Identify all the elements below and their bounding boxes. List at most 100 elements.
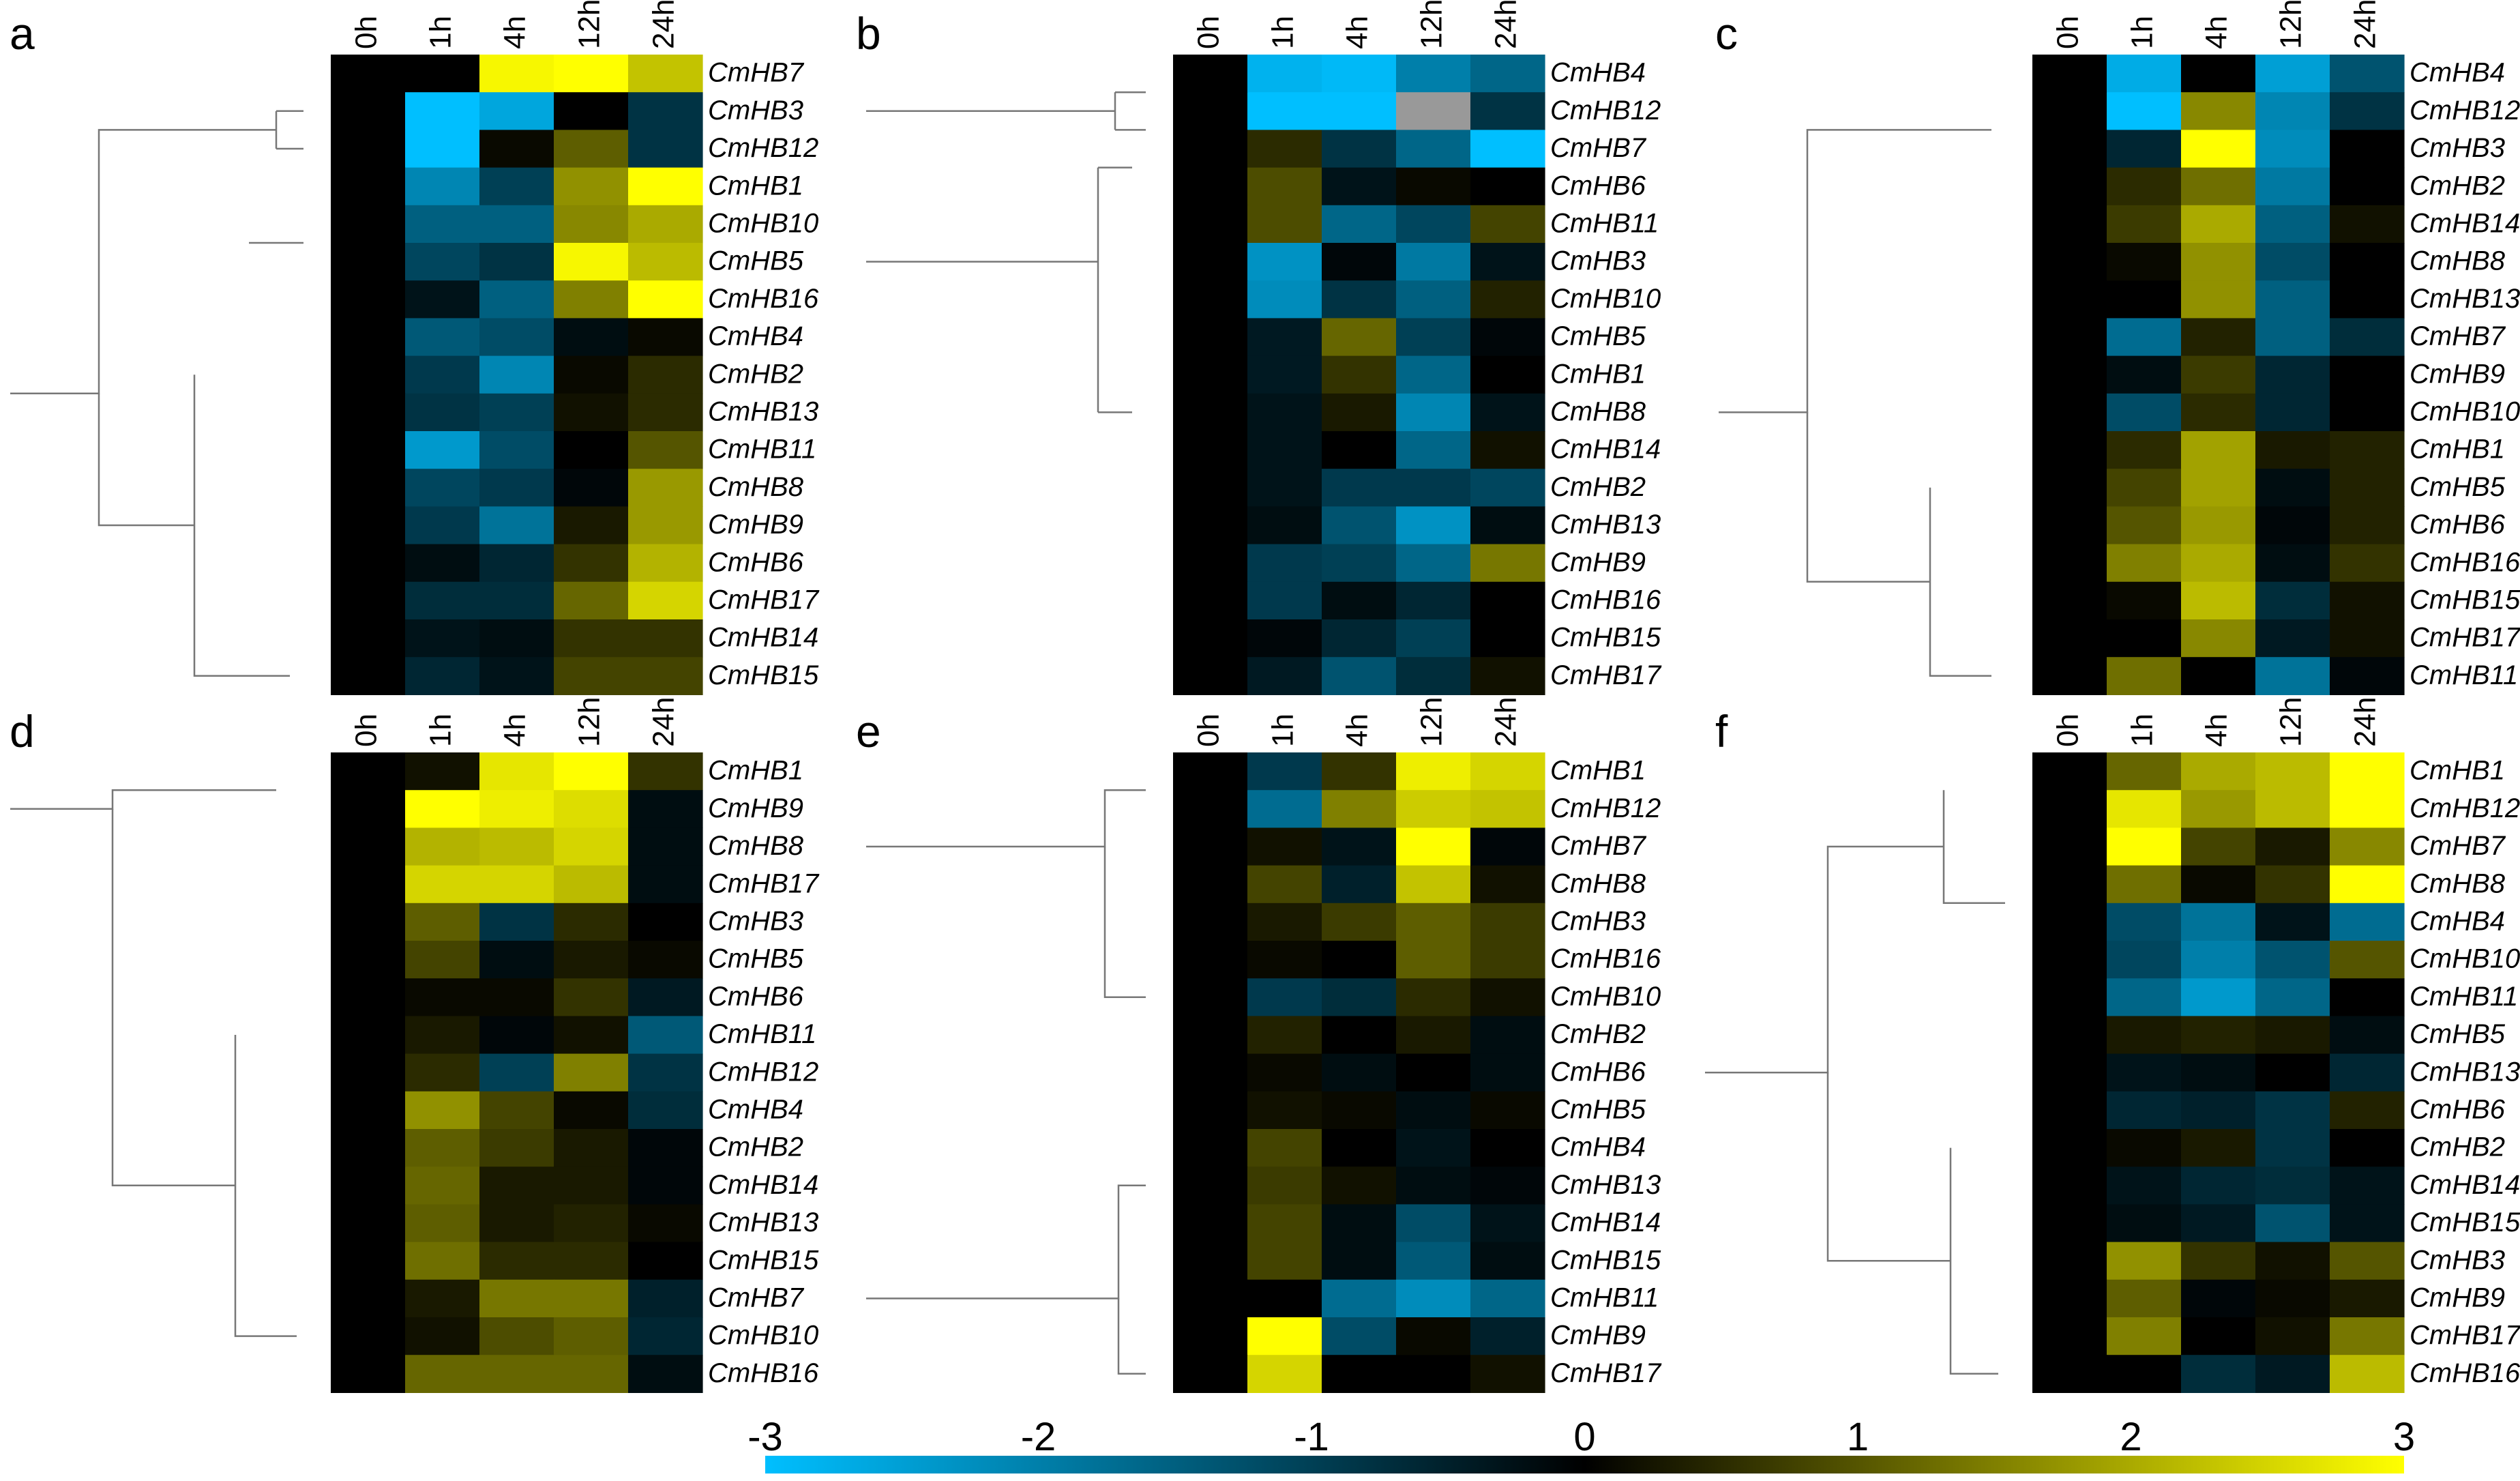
row-label: CmHB9 bbox=[2410, 359, 2505, 389]
heatmap-cell bbox=[1396, 167, 1471, 206]
heatmap-cell bbox=[405, 469, 480, 507]
heatmap-cell bbox=[1173, 978, 1248, 1016]
heatmap-cell bbox=[331, 280, 406, 319]
heatmap-cell bbox=[1396, 978, 1471, 1016]
heatmap-cell bbox=[554, 1279, 629, 1318]
row-label: CmHB9 bbox=[708, 510, 803, 540]
heatmap-cell bbox=[1470, 130, 1545, 168]
heatmap-cell bbox=[1173, 544, 1248, 583]
heatmap-cell bbox=[1470, 827, 1545, 866]
heatmap-cell bbox=[331, 431, 406, 469]
heatmap-cell bbox=[479, 393, 554, 432]
row-label: CmHB17 bbox=[2410, 623, 2520, 653]
heatmap-cell bbox=[405, 506, 480, 545]
heatmap-cell bbox=[331, 1317, 406, 1355]
row-label: CmHB15 bbox=[1550, 623, 1661, 653]
heatmap-cell bbox=[479, 506, 554, 545]
heatmap-cell bbox=[479, 544, 554, 583]
heatmap-cell bbox=[628, 657, 703, 695]
row-label: CmHB17 bbox=[708, 585, 820, 615]
heatmap-cell bbox=[1322, 92, 1397, 130]
heatmap-cell bbox=[2181, 506, 2256, 545]
row-label: CmHB15 bbox=[1550, 1245, 1661, 1275]
heatmap-cell bbox=[2181, 1355, 2256, 1393]
heatmap-cell bbox=[1247, 1204, 1322, 1243]
heatmap-cell bbox=[1396, 318, 1471, 357]
heatmap-cell bbox=[1322, 903, 1397, 941]
dendrogram-branch bbox=[1806, 412, 1930, 583]
dendrogram bbox=[866, 91, 1146, 413]
heatmap-cell bbox=[2255, 827, 2330, 866]
heatmap-cell bbox=[2032, 1355, 2107, 1393]
row-label: CmHB1 bbox=[2410, 435, 2505, 465]
heatmap-cell bbox=[331, 318, 406, 357]
heatmap-cell bbox=[405, 205, 480, 244]
heatmap-cell bbox=[1470, 1129, 1545, 1167]
heatmap-cell bbox=[1173, 130, 1248, 168]
heatmap-cell bbox=[1396, 1204, 1471, 1243]
dendrogram-branch bbox=[1942, 790, 2005, 905]
heatmap-cell bbox=[1322, 243, 1397, 281]
heatmap-cell bbox=[1247, 790, 1322, 828]
heatmap-cell bbox=[2107, 318, 2182, 357]
heatmap-cell bbox=[1322, 469, 1397, 507]
heatmap-cell bbox=[2330, 790, 2405, 828]
dendrogram-branch bbox=[234, 1035, 297, 1337]
row-label: CmHB1 bbox=[1550, 359, 1646, 389]
dendrogram-branch bbox=[866, 789, 1146, 848]
heatmap-cell bbox=[405, 1242, 480, 1280]
dendrogram bbox=[10, 110, 303, 677]
heatmap-cell bbox=[479, 1242, 554, 1280]
heatmap-cell bbox=[2032, 92, 2107, 130]
heatmap-cell bbox=[1322, 506, 1397, 545]
heatmap-cell bbox=[2255, 1016, 2330, 1055]
column-header: 0h bbox=[350, 16, 383, 49]
heatmap-cell bbox=[331, 1242, 406, 1280]
heatmap-cell bbox=[1173, 903, 1248, 941]
heatmap-cell bbox=[1470, 619, 1545, 658]
heatmap-cell bbox=[1322, 1317, 1397, 1355]
heatmap-cell bbox=[2032, 280, 2107, 319]
row-label: CmHB13 bbox=[2410, 284, 2520, 314]
heatmap-cell bbox=[2255, 941, 2330, 979]
heatmap-cell bbox=[479, 243, 554, 281]
heatmap-cell bbox=[331, 544, 406, 583]
heatmap-cell bbox=[1396, 355, 1471, 394]
panel-label: a bbox=[10, 8, 35, 59]
heatmap-cell bbox=[479, 1091, 554, 1130]
heatmap-cell bbox=[628, 393, 703, 432]
heatmap-cell bbox=[1396, 393, 1471, 432]
row-label: CmHB9 bbox=[1550, 1321, 1646, 1351]
heatmap-cell bbox=[2032, 205, 2107, 244]
heatmap-panel-c: c 0h 1h 4h 12h 24h CmHB4 CmHB12 CmHB3 CmHB2 CmHB14… bbox=[1715, 0, 2520, 695]
heatmap-cell bbox=[1322, 1279, 1397, 1318]
heatmap-cell bbox=[554, 903, 629, 941]
heatmap-cell bbox=[628, 355, 703, 394]
heatmap-cell bbox=[1173, 827, 1248, 866]
heatmap-cell bbox=[1173, 1317, 1248, 1355]
row-label: CmHB9 bbox=[1550, 547, 1646, 577]
heatmap-cell bbox=[1396, 1129, 1471, 1167]
heatmap-cell bbox=[2181, 1317, 2256, 1355]
row-label: CmHB16 bbox=[2410, 547, 2520, 577]
heatmap-cell bbox=[2181, 903, 2256, 941]
heatmap-cell bbox=[628, 941, 703, 979]
heatmap-cell bbox=[1173, 205, 1248, 244]
heatmap-cell bbox=[554, 619, 629, 658]
heatmap-cell bbox=[2255, 506, 2330, 545]
row-label: CmHB17 bbox=[2410, 1321, 2520, 1351]
heatmap-cell bbox=[2032, 752, 2107, 791]
heatmap-cell bbox=[554, 865, 629, 904]
column-header: 0h bbox=[1192, 714, 1226, 747]
row-label: CmHB4 bbox=[708, 321, 803, 351]
heatmap-cell bbox=[1322, 167, 1397, 206]
heatmap-cell bbox=[2255, 243, 2330, 281]
heatmap-cell bbox=[1322, 790, 1397, 828]
heatmap-cell bbox=[2255, 1167, 2330, 1205]
heatmap-cell bbox=[2032, 790, 2107, 828]
row-label: CmHB15 bbox=[2410, 585, 2520, 615]
heatmap-cell bbox=[1173, 1016, 1248, 1055]
heatmap-cell bbox=[331, 619, 406, 658]
row-label: CmHB14 bbox=[2410, 1170, 2520, 1200]
